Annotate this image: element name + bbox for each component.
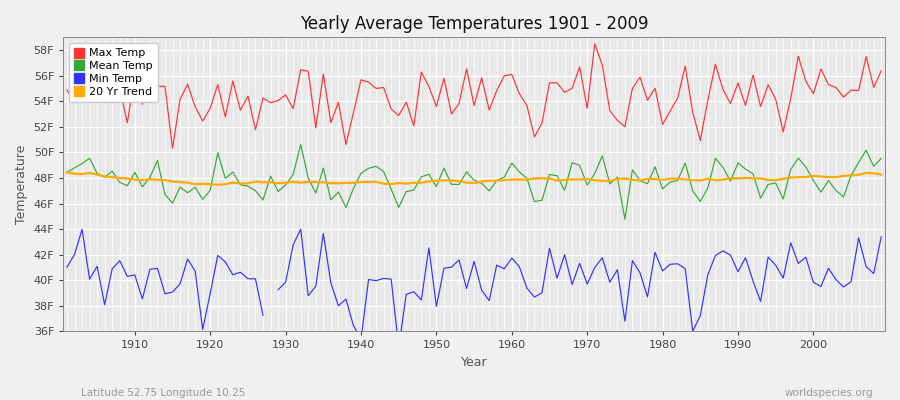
Text: worldspecies.org: worldspecies.org	[785, 388, 873, 398]
Title: Yearly Average Temperatures 1901 - 2009: Yearly Average Temperatures 1901 - 2009	[300, 15, 648, 33]
Y-axis label: Temperature: Temperature	[15, 145, 28, 224]
Legend: Max Temp, Mean Temp, Min Temp, 20 Yr Trend: Max Temp, Mean Temp, Min Temp, 20 Yr Tre…	[68, 43, 158, 102]
Text: Latitude 52.75 Longitude 10.25: Latitude 52.75 Longitude 10.25	[81, 388, 246, 398]
X-axis label: Year: Year	[461, 356, 488, 369]
